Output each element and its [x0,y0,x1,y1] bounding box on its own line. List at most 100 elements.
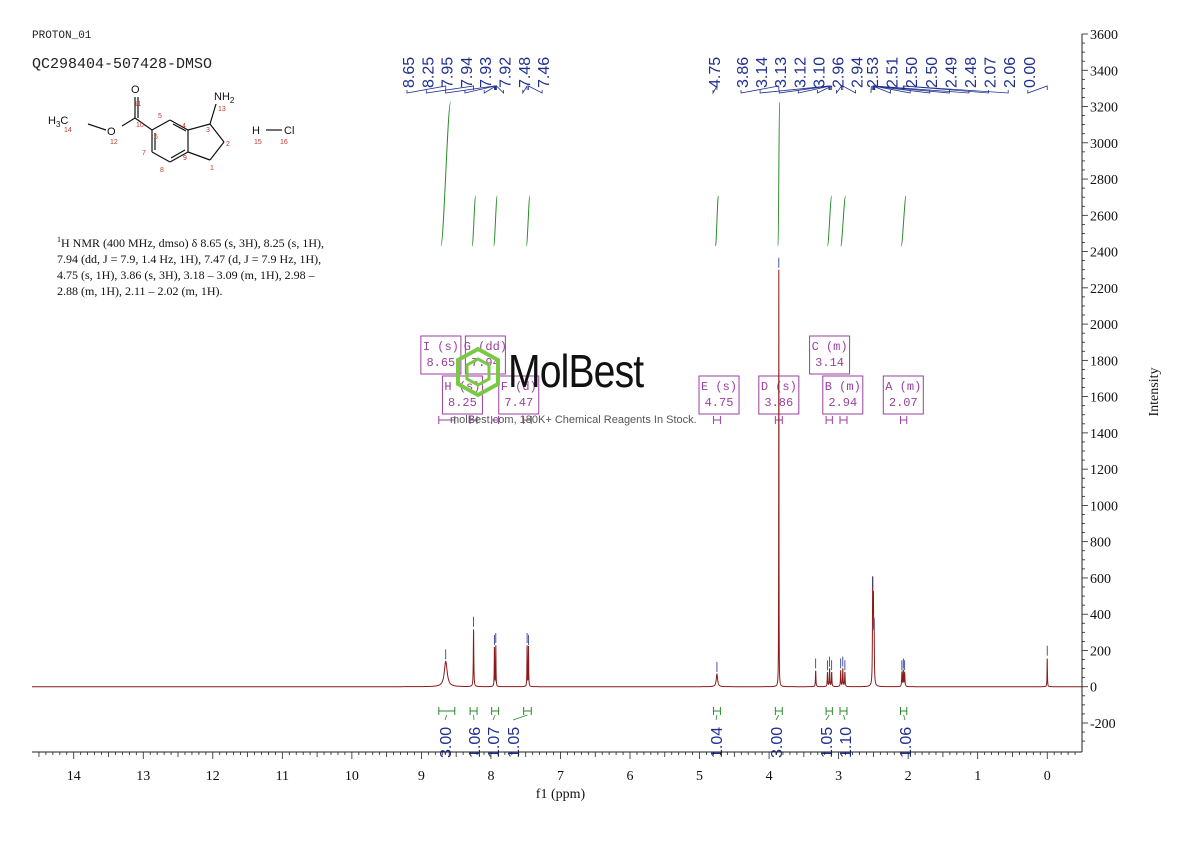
atom-nh2: NH2 [214,91,235,105]
atom-number: 5 [158,113,162,120]
peak-label-connector [712,84,718,95]
y-tick-label: 1800 [1090,354,1118,369]
multiplet-box [809,335,851,375]
peak-label-connector [445,85,495,94]
x-tick-label: 7 [557,769,564,784]
peak-label-connector [425,85,474,94]
peak-label: 3.10 [811,57,828,88]
peak-label-connector [778,85,830,94]
integral-value: 1.07 [486,727,503,758]
peak-label-connector [496,85,504,94]
integral-value: 1.06 [898,727,915,758]
peak-label: 2.50 [904,57,921,88]
integral-connector [715,714,718,721]
y-tick-label: 2200 [1090,282,1118,297]
atom-number: 3 [206,127,210,134]
y-tick-label: 1200 [1090,463,1118,478]
multiplet-shift: 2.94 [828,396,857,410]
x-tick-label: 0 [1044,769,1051,784]
x-tick-label: 10 [345,769,359,784]
atom-number: 15 [254,139,262,146]
peak-label-connector [1027,85,1048,94]
peak-label-connector [797,85,831,94]
atom-number: 6 [154,134,158,141]
y-tick-label: 200 [1090,644,1111,659]
atom-h3c: H3C [48,115,68,129]
y-tick-label: 3600 [1090,28,1118,43]
integral-value: 1.04 [709,727,726,758]
x-tick-label: 9 [418,769,425,784]
atom-number: 12 [110,139,118,146]
x-axis-label: f1 (ppm) [536,787,586,802]
y-tick-label: 600 [1090,572,1111,587]
multiplet-shift: 8.65 [426,356,455,370]
peak-label: 2.50 [924,57,941,88]
multiplet-label: C (m) [812,340,848,354]
integral-value: 1.05 [819,727,836,758]
peak-label: 2.96 [831,57,848,88]
multiplet-label: F (d) [501,380,537,394]
atom-o-carbonyl: O [131,84,140,96]
peak-label: 7.95 [440,57,457,88]
atom-number: 8 [160,167,164,174]
integral-value: 1.10 [838,727,855,758]
x-tick-label: 3 [835,769,842,784]
integral-connector [825,714,830,721]
multiplet-shift: 3.14 [815,356,844,370]
peak-label-connector [406,85,447,94]
peak-label-connector [842,85,856,94]
integral-curve [471,195,477,247]
multiplet-label: G (dd) [464,340,507,354]
peak-label: 8.25 [420,57,437,88]
peak-label: 2.06 [1002,57,1019,88]
x-tick-label: 12 [206,769,220,784]
peak-label-connector [464,85,496,94]
integral-value: 3.00 [438,727,455,758]
peak-label-connector [483,85,497,94]
peak-label: 0.00 [1022,57,1039,88]
peak-label-connector [836,84,842,95]
integral-connector [903,714,906,721]
molecule-structure: H3C O O NH2 H Cl 14 12 10 11 6 5 4 3 13 … [48,84,294,174]
peak-label-connector [903,85,1009,94]
multiplet-label: I (s) [423,340,459,354]
x-tick-label: 13 [136,769,150,784]
multiplet-label: E (s) [701,380,737,394]
multiplet-box [882,375,924,415]
x-tick-label: 6 [627,769,634,784]
y-tick-label: 2000 [1090,318,1118,333]
peak-label: 4.75 [707,57,724,88]
y-tick-label: -200 [1090,717,1116,732]
spectrum-line [32,269,1082,688]
peak-label: 8.65 [401,57,418,88]
experiment-title: PROTON_01 [32,30,92,42]
y-tick-label: 2400 [1090,246,1118,261]
atom-cl: Cl [284,125,294,137]
sample-title: QC298404-507428-DMSO [32,56,213,73]
peak-label-connector [522,84,528,95]
atom-number: 2 [226,141,230,148]
atom-h: H [252,125,260,137]
peak-label-connector [528,85,543,94]
y-tick-label: 800 [1090,536,1111,551]
multiplet-shift: 4.75 [705,396,734,410]
integral-connector [512,714,528,721]
x-tick-label: 14 [67,769,81,784]
atom-number: 11 [134,101,141,108]
peak-label: 3.12 [792,57,809,88]
y-tick-label: 3000 [1090,137,1118,152]
multiplet-shift: 2.07 [889,396,918,410]
nmr-superscript: 1 [57,235,61,244]
integral-curve [440,101,452,247]
integral-curve [777,101,781,247]
peak-label: 7.94 [459,57,476,88]
y-tick-label: 1400 [1090,427,1118,442]
atom-number: 14 [64,127,72,134]
multiplet-box [420,335,462,375]
y-axis-label: Intensity [1147,368,1162,417]
multiplet-shift: 7.94 [471,356,500,370]
peak-label: 2.51 [885,57,902,88]
nmr-description: 1H NMR (400 MHz, dmso) δ 8.65 (s, 3H), 8… [57,232,329,299]
atom-number: 16 [280,139,288,146]
